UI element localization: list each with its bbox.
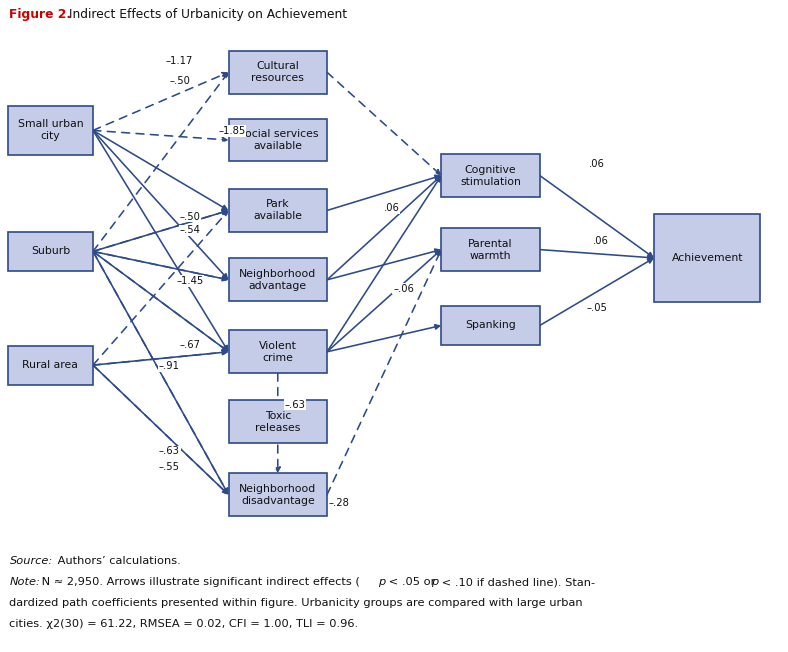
Text: Spanking: Spanking xyxy=(465,321,516,331)
FancyBboxPatch shape xyxy=(229,189,327,232)
Text: Toxic
releases: Toxic releases xyxy=(255,411,300,433)
FancyBboxPatch shape xyxy=(229,331,327,373)
Text: Small urban
city: Small urban city xyxy=(17,119,84,141)
Text: –.50: –.50 xyxy=(169,76,190,85)
FancyBboxPatch shape xyxy=(441,306,540,345)
FancyBboxPatch shape xyxy=(229,119,327,162)
Text: Indirect Effects of Urbanicity on Achievement: Indirect Effects of Urbanicity on Achiev… xyxy=(65,8,347,21)
Text: Neighborhood
disadvantage: Neighborhood disadvantage xyxy=(239,484,317,506)
Text: .06: .06 xyxy=(589,158,604,168)
Text: –.67: –.67 xyxy=(180,340,200,350)
Text: –.54: –.54 xyxy=(180,226,200,235)
FancyBboxPatch shape xyxy=(8,232,93,271)
Text: –.63: –.63 xyxy=(159,447,180,456)
Text: Suburb: Suburb xyxy=(31,246,70,256)
FancyBboxPatch shape xyxy=(229,400,327,443)
Text: Cognitive
stimulation: Cognitive stimulation xyxy=(460,164,521,186)
Text: dardized path coefficients presented within figure. Urbanicity groups are compar: dardized path coefficients presented wit… xyxy=(9,598,583,608)
Text: Violent
crime: Violent crime xyxy=(258,341,297,363)
Text: Source:: Source: xyxy=(9,556,53,565)
FancyBboxPatch shape xyxy=(229,258,327,301)
Text: –.06: –.06 xyxy=(393,284,414,293)
Text: –.50: –.50 xyxy=(180,212,200,222)
Text: cities. χ2(30) = 61.22, RMSEA = 0.02, CFI = 1.00, TLI = 0.96.: cities. χ2(30) = 61.22, RMSEA = 0.02, CF… xyxy=(9,619,359,629)
Text: Note:: Note: xyxy=(9,577,40,587)
FancyBboxPatch shape xyxy=(229,473,327,516)
Text: Authors’ calculations.: Authors’ calculations. xyxy=(54,556,180,565)
Text: p: p xyxy=(378,577,385,587)
Text: < .10 if dashed line). Stan-: < .10 if dashed line). Stan- xyxy=(438,577,595,587)
FancyBboxPatch shape xyxy=(229,51,327,94)
Text: –.28: –.28 xyxy=(329,497,349,507)
Text: –.91: –.91 xyxy=(159,361,180,371)
Text: Rural area: Rural area xyxy=(23,360,78,370)
FancyBboxPatch shape xyxy=(8,106,93,155)
FancyBboxPatch shape xyxy=(8,346,93,385)
Text: Cultural
resources: Cultural resources xyxy=(251,61,304,83)
Text: .06: .06 xyxy=(593,236,608,246)
Text: –.63: –.63 xyxy=(284,400,305,409)
Text: Achievement: Achievement xyxy=(671,253,743,263)
FancyBboxPatch shape xyxy=(441,154,540,197)
Text: Social services
available: Social services available xyxy=(237,129,318,151)
FancyBboxPatch shape xyxy=(654,214,760,303)
Text: Figure 2.: Figure 2. xyxy=(9,8,72,21)
FancyBboxPatch shape xyxy=(441,228,540,271)
Text: Neighborhood
advantage: Neighborhood advantage xyxy=(239,269,317,291)
Text: –.05: –.05 xyxy=(586,303,607,313)
Text: –1.85: –1.85 xyxy=(218,126,245,136)
Text: –.55: –.55 xyxy=(159,462,180,472)
Text: Parental
warmth: Parental warmth xyxy=(468,239,513,261)
Text: –1.45: –1.45 xyxy=(177,276,203,286)
Text: Park
available: Park available xyxy=(253,200,303,222)
Text: < .05 or: < .05 or xyxy=(385,577,440,587)
Text: .06: .06 xyxy=(384,203,400,213)
Text: N ≈ 2,950. Arrows illustrate significant indirect effects (: N ≈ 2,950. Arrows illustrate significant… xyxy=(38,577,359,587)
Text: –1.17: –1.17 xyxy=(166,56,193,66)
Text: p: p xyxy=(431,577,438,587)
